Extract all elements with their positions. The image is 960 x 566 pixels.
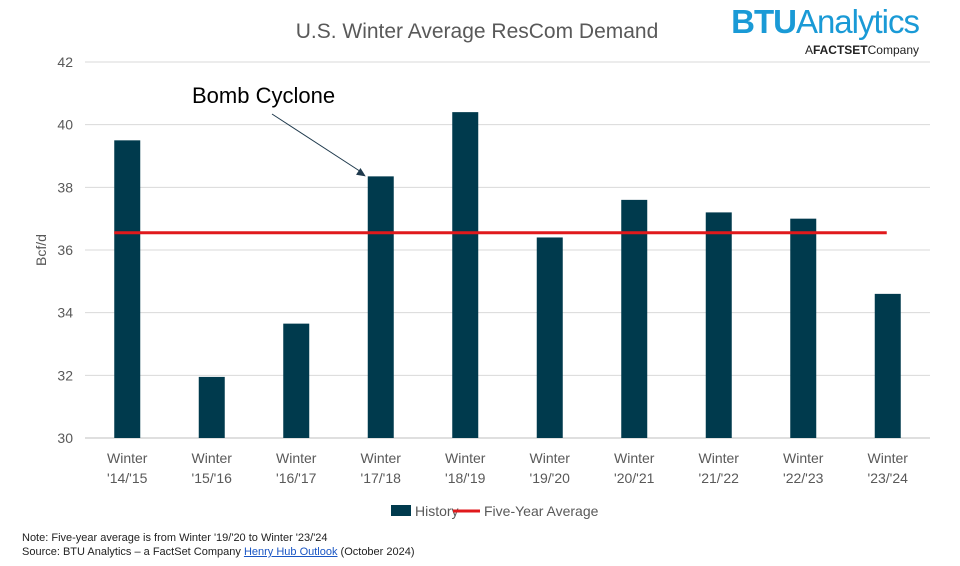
brand-tagline-bold: FACTSET	[813, 43, 868, 57]
y-axis-ticks: 30 32 34 36 38 40 42	[57, 54, 73, 446]
x-tick-label: Winter '20/'21	[614, 450, 655, 486]
x-tick-label: Winter '21/'22	[699, 450, 740, 486]
x-tick-label: Winter '18/'19	[445, 450, 486, 486]
svg-text:BTUAnalytics: BTUAnalytics	[731, 3, 919, 40]
brand-name-bold: BTU	[731, 3, 796, 40]
brand-name-rest: Analytics	[796, 3, 920, 40]
bar	[874, 293, 901, 438]
svg-text:AFACTSETCompany: AFACTSETCompany	[805, 43, 919, 57]
note-line: Note: Five-year average is from Winter '…	[22, 532, 328, 544]
y-tick-label: 40	[57, 117, 73, 133]
x-tick-label: Winter '16/'17	[276, 450, 317, 486]
grid-lines	[85, 61, 930, 439]
brand-tagline-suffix: Company	[868, 43, 919, 57]
source-line: Source: BTU Analytics – a FactSet Compan…	[22, 545, 415, 559]
source-prefix: Source: BTU Analytics – a FactSet Compan…	[22, 546, 244, 558]
y-axis-label: Bcf/d	[33, 234, 49, 266]
y-tick-label: 38	[57, 179, 73, 195]
bar	[536, 237, 563, 438]
annotation: Bomb Cyclone	[192, 83, 366, 177]
source-suffix: (October 2024)	[337, 546, 415, 558]
x-axis-categories: Winter '14/'15 Winter '15/'16 Winter '16/'17 W…	[107, 450, 908, 486]
y-tick-label: 42	[57, 54, 73, 70]
y-tick-label: 32	[57, 367, 73, 383]
x-tick-label: Winter '17/'18	[361, 450, 402, 486]
bar	[705, 212, 732, 438]
brand-logo: BTUAnalytics AFACTSETCompany	[731, 3, 920, 57]
legend-history-label: History	[415, 503, 459, 519]
y-tick-label: 36	[57, 242, 73, 258]
bar	[198, 376, 225, 438]
y-tick-label: 30	[57, 430, 73, 446]
footnotes: Note: Five-year average is from Winter '…	[22, 531, 415, 559]
chart-title: U.S. Winter Average ResCom Demand	[296, 20, 659, 43]
legend-average-label: Five-Year Average	[484, 503, 599, 519]
legend: History Five-Year Average	[391, 503, 599, 519]
bar	[790, 218, 817, 438]
annotation-label: Bomb Cyclone	[192, 83, 335, 108]
x-tick-label: Winter '15/'16	[192, 450, 233, 486]
x-tick-label: Winter '14/'15	[107, 450, 148, 486]
bar	[283, 323, 310, 438]
x-tick-label: Winter '22/'23	[783, 450, 824, 486]
bar	[452, 112, 479, 438]
bar	[621, 199, 648, 438]
bar	[114, 140, 141, 439]
bars	[114, 112, 901, 439]
annotation-arrow-layer	[271, 113, 366, 177]
annotation-arrow-line	[271, 113, 363, 173]
y-tick-label: 34	[57, 305, 73, 321]
bar	[367, 176, 394, 438]
x-tick-label: Winter '23/'24	[868, 450, 909, 486]
annotation-arrow-head	[356, 168, 366, 177]
brand-tagline-prefix: A	[805, 43, 813, 57]
legend-history-swatch	[391, 505, 411, 516]
x-tick-label: Winter '19/'20	[530, 450, 571, 486]
source-link[interactable]: Henry Hub Outlook	[243, 546, 338, 558]
